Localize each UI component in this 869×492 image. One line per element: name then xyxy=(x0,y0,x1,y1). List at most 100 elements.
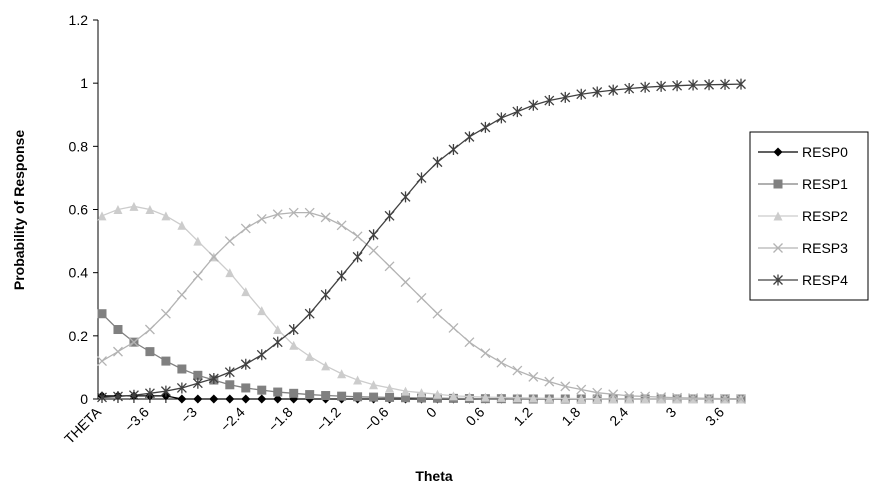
data-point xyxy=(305,351,315,361)
data-point xyxy=(512,106,523,118)
series-resp3 xyxy=(97,207,746,404)
data-point xyxy=(257,306,267,316)
data-point xyxy=(448,391,458,401)
data-point xyxy=(432,308,443,319)
data-point xyxy=(113,346,123,357)
data-point xyxy=(576,384,587,395)
data-point xyxy=(241,287,251,297)
data-point xyxy=(417,388,426,398)
data-point xyxy=(512,365,523,376)
data-point xyxy=(144,324,155,335)
data-point xyxy=(320,289,331,301)
data-point xyxy=(608,84,619,96)
data-point xyxy=(177,364,187,374)
x-tick-label: −3.6 xyxy=(121,404,152,435)
legend-label: RESP3 xyxy=(802,240,848,256)
data-point xyxy=(145,347,155,357)
data-point xyxy=(688,79,699,91)
x-tick-label: −3 xyxy=(177,404,200,427)
data-point xyxy=(321,361,331,371)
data-point xyxy=(416,172,427,184)
data-point xyxy=(128,389,139,401)
data-point xyxy=(576,394,586,404)
data-point xyxy=(688,393,699,404)
y-tick-label: 0.8 xyxy=(69,138,89,154)
data-point xyxy=(193,394,203,404)
data-point xyxy=(368,245,379,256)
x-tick-label: 3.6 xyxy=(702,404,727,429)
data-point xyxy=(128,337,139,348)
x-tick-label: 0.6 xyxy=(462,404,487,429)
legend-label: RESP1 xyxy=(802,176,848,192)
data-point xyxy=(656,80,667,92)
data-point xyxy=(161,356,171,366)
data-point xyxy=(608,394,618,404)
y-ticks: 0 0.2 0.4 0.6 0.8 1 1.2 xyxy=(69,12,98,407)
data-point xyxy=(496,392,506,402)
data-point xyxy=(720,393,730,404)
data-point xyxy=(160,385,171,397)
y-tick-label: 1.2 xyxy=(69,12,89,28)
data-point xyxy=(544,376,555,387)
data-point xyxy=(416,292,427,303)
data-point xyxy=(480,121,491,133)
legend-label: RESP4 xyxy=(802,272,848,288)
legend-marker xyxy=(773,243,783,253)
data-point xyxy=(145,205,155,214)
data-point xyxy=(448,143,459,155)
data-point xyxy=(544,393,554,403)
data-point xyxy=(401,386,411,396)
data-point xyxy=(400,277,411,288)
data-point xyxy=(225,268,235,278)
data-point xyxy=(432,156,443,168)
x-tick-label: −1.8 xyxy=(265,404,296,435)
data-point xyxy=(624,394,634,404)
data-point xyxy=(336,220,347,231)
data-point xyxy=(304,308,315,320)
data-point xyxy=(208,251,219,262)
data-point xyxy=(208,372,219,384)
data-point xyxy=(401,393,411,403)
data-point xyxy=(97,211,107,221)
data-point xyxy=(560,381,571,392)
data-point xyxy=(640,81,651,93)
data-point xyxy=(240,358,251,370)
data-point xyxy=(97,391,107,403)
data-point xyxy=(193,236,203,246)
data-point xyxy=(624,390,635,401)
legend-label: RESP2 xyxy=(802,208,848,224)
data-point xyxy=(352,231,363,242)
data-point xyxy=(257,385,267,395)
data-point xyxy=(353,375,363,385)
x-axis-label: Theta xyxy=(415,468,453,484)
data-point xyxy=(320,212,331,223)
data-point xyxy=(240,223,251,234)
data-point xyxy=(289,340,299,350)
legend-marker xyxy=(773,211,783,221)
data-point xyxy=(273,387,283,397)
legend-marker xyxy=(773,274,783,286)
series-resp4 xyxy=(97,78,746,403)
x-tick-label: 2.4 xyxy=(606,404,631,429)
data-point xyxy=(272,209,283,220)
data-point xyxy=(337,369,347,379)
data-point xyxy=(656,394,666,404)
data-point xyxy=(464,337,475,348)
data-point xyxy=(384,210,395,222)
legend-item: RESP3 xyxy=(758,240,848,256)
y-tick-label: 0.4 xyxy=(69,265,89,281)
x-tick-label: −0.6 xyxy=(361,404,392,435)
data-point xyxy=(624,83,635,95)
data-point xyxy=(321,391,331,401)
data-point xyxy=(432,389,442,399)
data-point xyxy=(97,309,107,319)
data-point xyxy=(288,324,299,336)
data-point xyxy=(257,394,267,404)
y-axis-label: Probability of Response xyxy=(11,130,27,290)
x-tick-label: −2.4 xyxy=(217,404,248,435)
data-point xyxy=(352,251,363,263)
data-point xyxy=(736,78,746,90)
data-point xyxy=(369,392,379,402)
series-line xyxy=(101,205,741,400)
